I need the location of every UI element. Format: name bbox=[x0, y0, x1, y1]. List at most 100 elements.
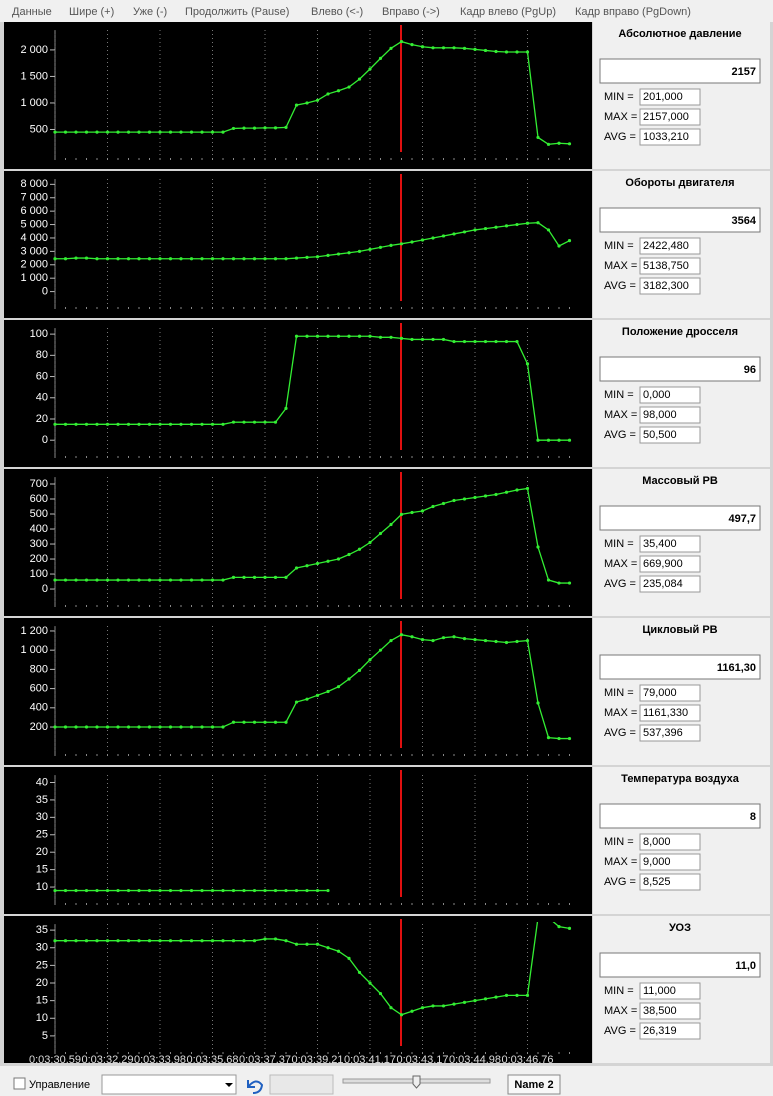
data-point bbox=[567, 142, 572, 146]
menu-item[interactable]: Шире (+) bbox=[69, 6, 114, 18]
chart-panel: 0 20 40 60 80 100 Положение дросселя 96 MIN = 0,0… bbox=[4, 320, 770, 467]
stat-box bbox=[639, 575, 701, 593]
data-point bbox=[242, 575, 246, 579]
data-point bbox=[242, 939, 246, 943]
menu-item[interactable]: Влево (<-) bbox=[311, 6, 363, 18]
data-point bbox=[294, 566, 299, 570]
data-point bbox=[263, 257, 267, 261]
y-tick-label: 4 000 bbox=[20, 232, 48, 244]
data-point bbox=[326, 888, 330, 893]
data-point bbox=[231, 257, 236, 261]
data-point bbox=[536, 135, 540, 140]
data-point bbox=[536, 701, 540, 705]
data-point bbox=[242, 888, 246, 893]
data-point bbox=[483, 638, 488, 643]
data-point bbox=[378, 56, 383, 61]
menu-item[interactable]: Продолжить (Pause) bbox=[185, 6, 289, 18]
data-point bbox=[105, 130, 110, 134]
dropdown[interactable] bbox=[101, 1074, 237, 1095]
data-point bbox=[410, 635, 414, 639]
data-point bbox=[431, 46, 435, 50]
stat-label: MAX = bbox=[604, 856, 637, 868]
current-value: 3564 bbox=[732, 215, 757, 227]
stat-box bbox=[639, 386, 701, 404]
plot-bg bbox=[4, 767, 592, 914]
data-point bbox=[305, 564, 309, 568]
menu-item[interactable]: Уже (-) bbox=[133, 6, 167, 18]
data-point bbox=[515, 222, 519, 227]
menu-item[interactable]: Вправо (->) bbox=[382, 6, 440, 18]
data-point bbox=[137, 130, 141, 134]
y-tick-label: 2 000 bbox=[20, 259, 48, 271]
stat-value: 537,396 bbox=[643, 727, 683, 739]
x-tick-label: 0:03:35.68 bbox=[187, 1054, 239, 1066]
y-tick-label: 3 000 bbox=[20, 245, 48, 257]
current-value: 2157 bbox=[732, 66, 756, 78]
panel-title: Массовый РВ bbox=[642, 475, 718, 487]
data-point bbox=[200, 725, 204, 729]
stat-value: 669,900 bbox=[643, 558, 683, 570]
data-point bbox=[221, 725, 225, 729]
data-point bbox=[389, 1006, 393, 1010]
data-point bbox=[252, 420, 257, 424]
data-point bbox=[515, 50, 519, 54]
checkbox[interactable] bbox=[13, 1077, 26, 1090]
y-tick-label: 600 bbox=[30, 683, 48, 695]
data-point bbox=[473, 638, 477, 642]
data-point bbox=[368, 67, 372, 71]
stat-value: 8,525 bbox=[643, 876, 671, 888]
y-tick-label: 35 bbox=[36, 924, 48, 936]
data-point bbox=[315, 334, 320, 338]
data-point bbox=[179, 939, 183, 943]
stat-label: MAX = bbox=[604, 260, 637, 272]
data-point bbox=[546, 438, 551, 442]
slider-thumb[interactable] bbox=[412, 1075, 421, 1089]
data-point bbox=[84, 130, 89, 134]
y-tick-label: 6 000 bbox=[20, 205, 48, 217]
menu-item[interactable]: Данные bbox=[12, 6, 52, 18]
data-point bbox=[242, 126, 246, 130]
data-point bbox=[74, 422, 78, 426]
undo-icon[interactable] bbox=[247, 1080, 264, 1094]
menu-item[interactable]: Кадр влево (PgUp) bbox=[460, 6, 556, 18]
y-tick-label: 20 bbox=[36, 846, 48, 858]
data-point bbox=[158, 422, 162, 426]
data-point bbox=[95, 939, 99, 943]
data-point bbox=[252, 939, 257, 943]
data-point bbox=[567, 581, 572, 585]
stat-value: 235,084 bbox=[643, 578, 683, 590]
stat-value: 5138,750 bbox=[643, 260, 689, 272]
data-point bbox=[74, 578, 78, 582]
y-tick-label: 8 000 bbox=[20, 178, 48, 190]
data-point bbox=[294, 334, 299, 338]
data-point bbox=[410, 43, 414, 47]
value-box bbox=[599, 505, 761, 531]
data-point bbox=[263, 575, 267, 579]
stat-label: MAX = bbox=[604, 707, 637, 719]
data-point bbox=[315, 942, 320, 946]
data-point bbox=[431, 337, 435, 342]
data-point bbox=[200, 578, 204, 582]
data-point bbox=[420, 638, 425, 642]
data-point bbox=[368, 247, 372, 251]
data-point bbox=[231, 720, 236, 724]
data-point bbox=[305, 101, 309, 105]
y-tick-label: 200 bbox=[30, 721, 48, 733]
x-tick-label: 0:03:39.21 bbox=[292, 1054, 344, 1066]
data-point bbox=[63, 257, 68, 261]
data-point bbox=[221, 130, 225, 134]
data-point bbox=[231, 420, 236, 424]
data-point bbox=[368, 540, 372, 545]
data-point bbox=[168, 939, 173, 943]
data-point bbox=[557, 581, 561, 585]
menu-item[interactable]: Кадр вправо (PgDown) bbox=[575, 6, 691, 18]
data-point bbox=[168, 130, 173, 134]
data-point bbox=[546, 142, 551, 146]
data-point bbox=[53, 422, 57, 426]
data-point bbox=[189, 888, 194, 893]
stat-value: 1161,330 bbox=[643, 707, 688, 719]
stat-value: 0,000 bbox=[643, 389, 671, 401]
data-point bbox=[347, 956, 351, 960]
data-point bbox=[389, 46, 393, 50]
stat-label: AVG = bbox=[604, 876, 636, 888]
